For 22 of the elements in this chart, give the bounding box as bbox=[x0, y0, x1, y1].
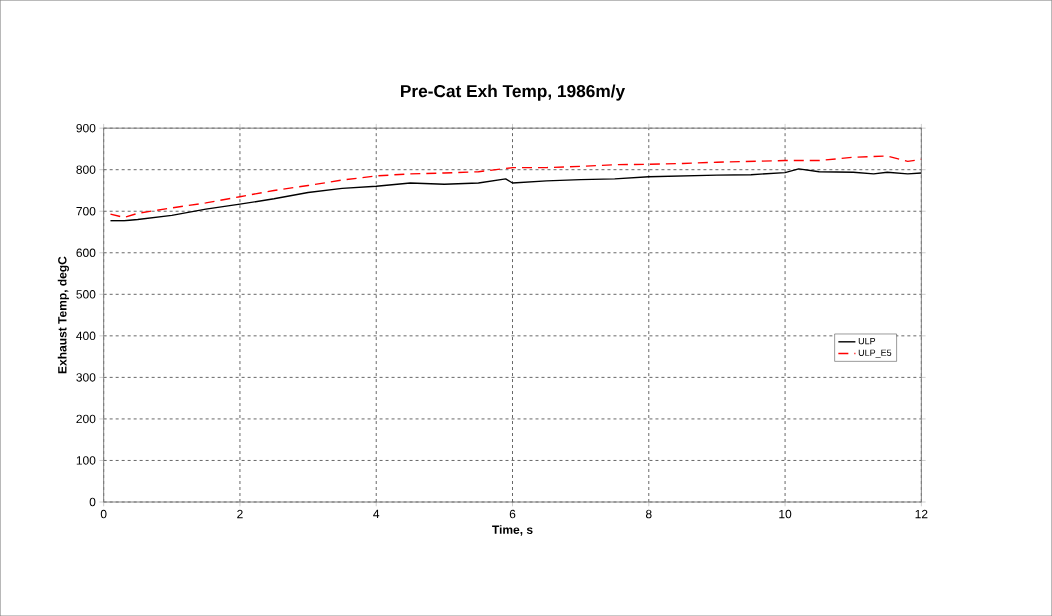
y-axis-title: Exhaust Temp, degC bbox=[57, 256, 69, 374]
x-tick-label: 10 bbox=[779, 509, 792, 519]
x-tick-label: 8 bbox=[645, 509, 652, 519]
chart-title: Pre-Cat Exh Temp, 1986m/y bbox=[401, 84, 626, 101]
legend-label: ULP_E5 bbox=[858, 349, 892, 358]
y-tick-label: 500 bbox=[76, 289, 96, 299]
y-tick-label: 300 bbox=[76, 373, 96, 382]
x-tick-label: 6 bbox=[509, 509, 516, 519]
y-tick-label: 800 bbox=[76, 165, 96, 174]
y-tick-label: 700 bbox=[76, 206, 96, 216]
x-tick-label: 0 bbox=[100, 509, 107, 519]
y-tick-label: 900 bbox=[76, 123, 96, 133]
legend-label: ULP bbox=[858, 337, 876, 345]
x-tick-label: 4 bbox=[373, 509, 380, 518]
x-axis-title: Time, s bbox=[492, 525, 533, 536]
y-tick-label: 0 bbox=[89, 497, 96, 507]
x-tick-label: 12 bbox=[915, 509, 928, 519]
y-tick-label: 200 bbox=[76, 414, 96, 424]
y-tick-label: 100 bbox=[76, 456, 96, 465]
y-tick-label: 400 bbox=[76, 331, 96, 341]
y-tick-label: 600 bbox=[76, 248, 96, 257]
x-tick-label: 2 bbox=[237, 509, 243, 519]
